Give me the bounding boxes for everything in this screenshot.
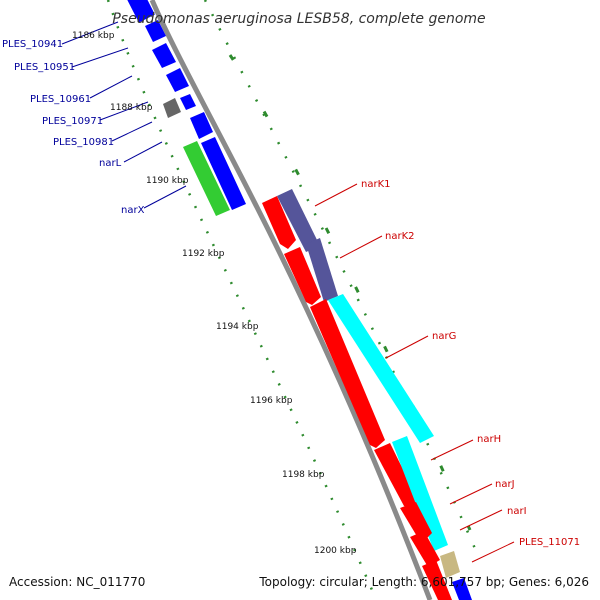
leader-PLES_10961	[89, 75, 133, 99]
gene-label-PLES_10941[interactable]: PLES_10941	[2, 39, 63, 50]
gene-narX[interactable]	[183, 141, 230, 216]
leader-PLES_10981	[111, 121, 153, 142]
gene-label-PLES_11071[interactable]: PLES_11071	[519, 537, 580, 548]
gene-label-PLES_10981[interactable]: PLES_10981	[53, 137, 114, 148]
gc-dots-outer	[106, 0, 374, 591]
tick-label: 1186 kbp	[72, 31, 115, 41]
inner-gene-track	[262, 189, 472, 600]
label-leader-lines	[61, 21, 515, 563]
gene-PLES_10961[interactable]	[166, 68, 189, 92]
ticks: 1186 kbp 1188 kbp 1190 kbp 1192 kbp 1194…	[72, 31, 357, 556]
gene-narL[interactable]	[201, 137, 246, 210]
gene-label-PLES_10951[interactable]: PLES_10951	[14, 62, 75, 73]
tick-label: 1194 kbp	[216, 322, 259, 332]
gene-narK2-purple-b[interactable]	[306, 238, 338, 302]
gene-narK2-purple[interactable]	[277, 189, 320, 252]
inner-gene-labels: narK1 narK2 narG narH narJ narI PLES_110…	[361, 179, 580, 548]
leader-narL	[123, 141, 163, 163]
gene-bottom-red[interactable]	[422, 560, 452, 600]
outer-gene-track	[127, 0, 246, 216]
leader-narI	[459, 509, 503, 531]
gene-bottom-blue[interactable]	[452, 578, 472, 600]
leader-PLES_10941	[61, 21, 119, 45]
gene-label-narH[interactable]: narH	[477, 434, 501, 445]
leader-narK2	[339, 235, 383, 259]
leader-narJ	[449, 483, 493, 505]
gene-narI[interactable]	[410, 531, 440, 567]
gene-label-narJ[interactable]: narJ	[495, 479, 515, 490]
tick-label: 1190 kbp	[146, 176, 189, 186]
gene-label-PLES_10961[interactable]: PLES_10961	[30, 94, 91, 105]
gene-label-narL[interactable]: narL	[99, 158, 122, 169]
gene-label-narX[interactable]: narX	[121, 205, 145, 216]
gene-label-narK1[interactable]: narK1	[361, 179, 391, 190]
tick-label: 1196 kbp	[250, 396, 293, 406]
leader-PLES_10951	[71, 47, 129, 68]
gene-narG-red[interactable]	[310, 299, 385, 448]
gene-block-top[interactable]	[127, 0, 155, 23]
map-title: Pseudomonas aeruginosa LESB58, complete …	[112, 11, 485, 27]
gene-label-narG[interactable]: narG	[432, 331, 456, 342]
gene-PLES_10941[interactable]	[145, 20, 166, 42]
leader-narG	[385, 335, 429, 359]
leader-PLES_11071	[471, 541, 515, 563]
leader-narH	[430, 439, 474, 461]
gene-PLES_11071[interactable]	[440, 551, 460, 578]
gene-PLES_10981[interactable]	[190, 112, 213, 139]
outer-gene-labels: PLES_10941 PLES_10951 PLES_10961 PLES_10…	[2, 39, 145, 216]
gene-PLES_10971b[interactable]	[180, 94, 196, 110]
gc-dots-inner	[203, 0, 482, 561]
gene-label-narI[interactable]: narI	[507, 506, 527, 517]
gene-label-narK2[interactable]: narK2	[385, 231, 415, 242]
gene-PLES_10951[interactable]	[152, 43, 176, 68]
leader-narK1	[314, 183, 358, 207]
gene-narK2[interactable]	[284, 247, 321, 305]
gene-narG[interactable]	[328, 294, 434, 443]
gc-content-track	[106, 0, 482, 591]
gene-narH-cyan[interactable]	[392, 436, 448, 551]
gene-narK1[interactable]	[262, 196, 296, 249]
leader-narX	[143, 185, 187, 209]
leader-PLES_10971	[99, 101, 149, 121]
tick-label: 1188 kbp	[110, 103, 153, 113]
tick-label: 1198 kbp	[282, 470, 325, 480]
tick-label: 1192 kbp	[182, 249, 225, 259]
tick-label: 1200 kbp	[314, 546, 357, 556]
gene-label-PLES_10971[interactable]: PLES_10971	[42, 116, 103, 127]
genome-backbone	[149, 0, 433, 600]
accession-text: Accession: NC_011770	[9, 575, 145, 589]
gene-narH[interactable]	[374, 443, 418, 509]
genome-summary-text: Topology: circular; Length: 6,601,757 bp…	[258, 575, 589, 589]
gene-PLES_10971[interactable]	[163, 98, 181, 118]
